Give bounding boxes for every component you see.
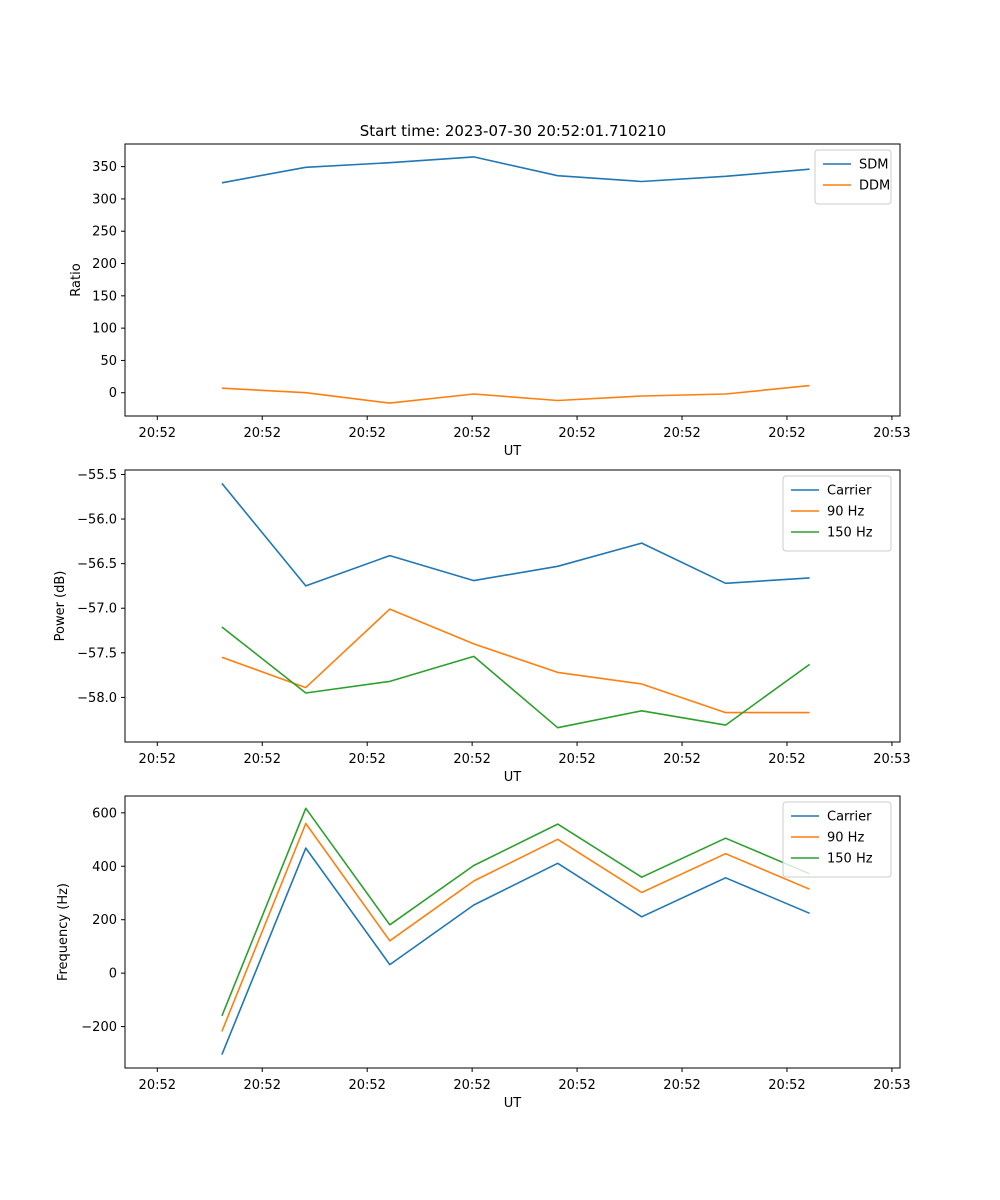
series-line-150-hz — [221, 626, 811, 729]
x-tick-label: 20:53 — [873, 1078, 910, 1093]
y-tick-label: 250 — [92, 225, 117, 240]
y-tick-label: 300 — [92, 192, 117, 207]
x-tick-label: 20:52 — [558, 426, 595, 441]
series-line-90-hz — [221, 822, 810, 1032]
x-tick-label: 20:52 — [453, 426, 490, 441]
x-tick-label: 20:52 — [139, 1078, 176, 1093]
legend: Carrier 90 Hz 150 Hz — [782, 801, 892, 878]
legend-label: Carrier — [827, 484, 872, 499]
x-tick-label: 20:52 — [663, 752, 700, 767]
x-tick-label: 20:52 — [244, 752, 281, 767]
series-line-carrier — [221, 847, 810, 1055]
x-tick-label: 20:52 — [244, 426, 281, 441]
axes-frame — [124, 469, 901, 743]
legend-label: 150 Hz — [827, 526, 873, 541]
y-tick-label: −58.0 — [77, 691, 117, 706]
series-line-carrier — [221, 482, 810, 587]
x-tick-label: 20:52 — [663, 1078, 700, 1093]
y-tick-label: 100 — [92, 322, 117, 337]
chart-panel-3: 20:52 20:52 20:52 20:52 20:52 20:52 20:52 20:53… — [56, 795, 911, 1111]
y-tick-label: −57.5 — [77, 646, 117, 661]
y-tick-label: 350 — [92, 160, 117, 175]
series-line-90-hz — [221, 608, 810, 714]
x-tick-label: 20:52 — [453, 1078, 490, 1093]
legend-label: SDM — [859, 158, 888, 173]
x-tick-label: 20:52 — [558, 1078, 595, 1093]
y-tick-label: −57.0 — [77, 602, 117, 617]
x-tick-label: 20:52 — [558, 752, 595, 767]
x-tick-label: 20:52 — [663, 426, 700, 441]
y-tick-label: 50 — [100, 354, 117, 369]
y-tick-label: −56.5 — [77, 557, 117, 572]
x-tick-label: 20:52 — [348, 752, 385, 767]
y-tick-label: −56.0 — [77, 513, 117, 528]
x-tick-label: 20:52 — [139, 426, 176, 441]
x-tick-label: 20:52 — [768, 752, 805, 767]
x-tick-label: 20:53 — [873, 752, 910, 767]
x-tick-label: 20:52 — [348, 1078, 385, 1093]
y-axis-label: Power (dB) — [53, 571, 68, 642]
x-axis-label: UT — [504, 444, 522, 459]
x-tick-label: 20:53 — [873, 426, 910, 441]
y-tick-label: 200 — [92, 257, 117, 272]
y-tick-label: −200 — [81, 1020, 117, 1035]
figure-title: Start time: 2023-07-30 20:52:01.710210 — [360, 122, 666, 140]
y-tick-label: 0 — [109, 967, 117, 982]
x-tick-label: 20:52 — [768, 426, 805, 441]
y-tick-label: 400 — [92, 860, 117, 875]
x-tick-label: 20:52 — [139, 752, 176, 767]
y-tick-label: 0 — [109, 386, 117, 401]
series-line-ddm — [221, 384, 810, 404]
legend-label: 90 Hz — [827, 505, 864, 520]
y-tick-label: 600 — [92, 806, 117, 821]
charts-container: 20:52 20:52 20:52 20:52 20:52 20:52 20:52 20:53… — [53, 143, 911, 1111]
y-axis-label: Frequency (Hz) — [56, 883, 71, 981]
chart-panel-1: 20:52 20:52 20:52 20:52 20:52 20:52 20:52 20:53… — [69, 143, 911, 459]
x-axis-label: UT — [504, 770, 522, 785]
legend: Carrier 90 Hz 150 Hz — [782, 475, 892, 552]
x-tick-label: 20:52 — [348, 426, 385, 441]
x-tick-label: 20:52 — [768, 1078, 805, 1093]
y-tick-label: −55.5 — [77, 468, 117, 483]
legend-label: DDM — [859, 179, 890, 194]
x-tick-label: 20:52 — [244, 1078, 281, 1093]
x-axis-label: UT — [504, 1096, 522, 1111]
axes-frame — [124, 143, 901, 417]
y-axis-label: Ratio — [69, 263, 84, 296]
y-tick-label: 150 — [92, 289, 117, 304]
axes-frame — [124, 795, 901, 1069]
legend: SDM DDM — [814, 149, 892, 205]
series-line-150-hz — [221, 807, 810, 1017]
chart-panel-2: 20:52 20:52 20:52 20:52 20:52 20:52 20:52 20:53… — [53, 468, 911, 785]
y-tick-label: 200 — [92, 913, 117, 928]
series-line-sdm — [221, 156, 810, 184]
legend-label: Carrier — [827, 810, 872, 825]
legend-label: 150 Hz — [827, 852, 873, 867]
x-tick-label: 20:52 — [453, 752, 490, 767]
legend-label: 90 Hz — [827, 831, 864, 846]
